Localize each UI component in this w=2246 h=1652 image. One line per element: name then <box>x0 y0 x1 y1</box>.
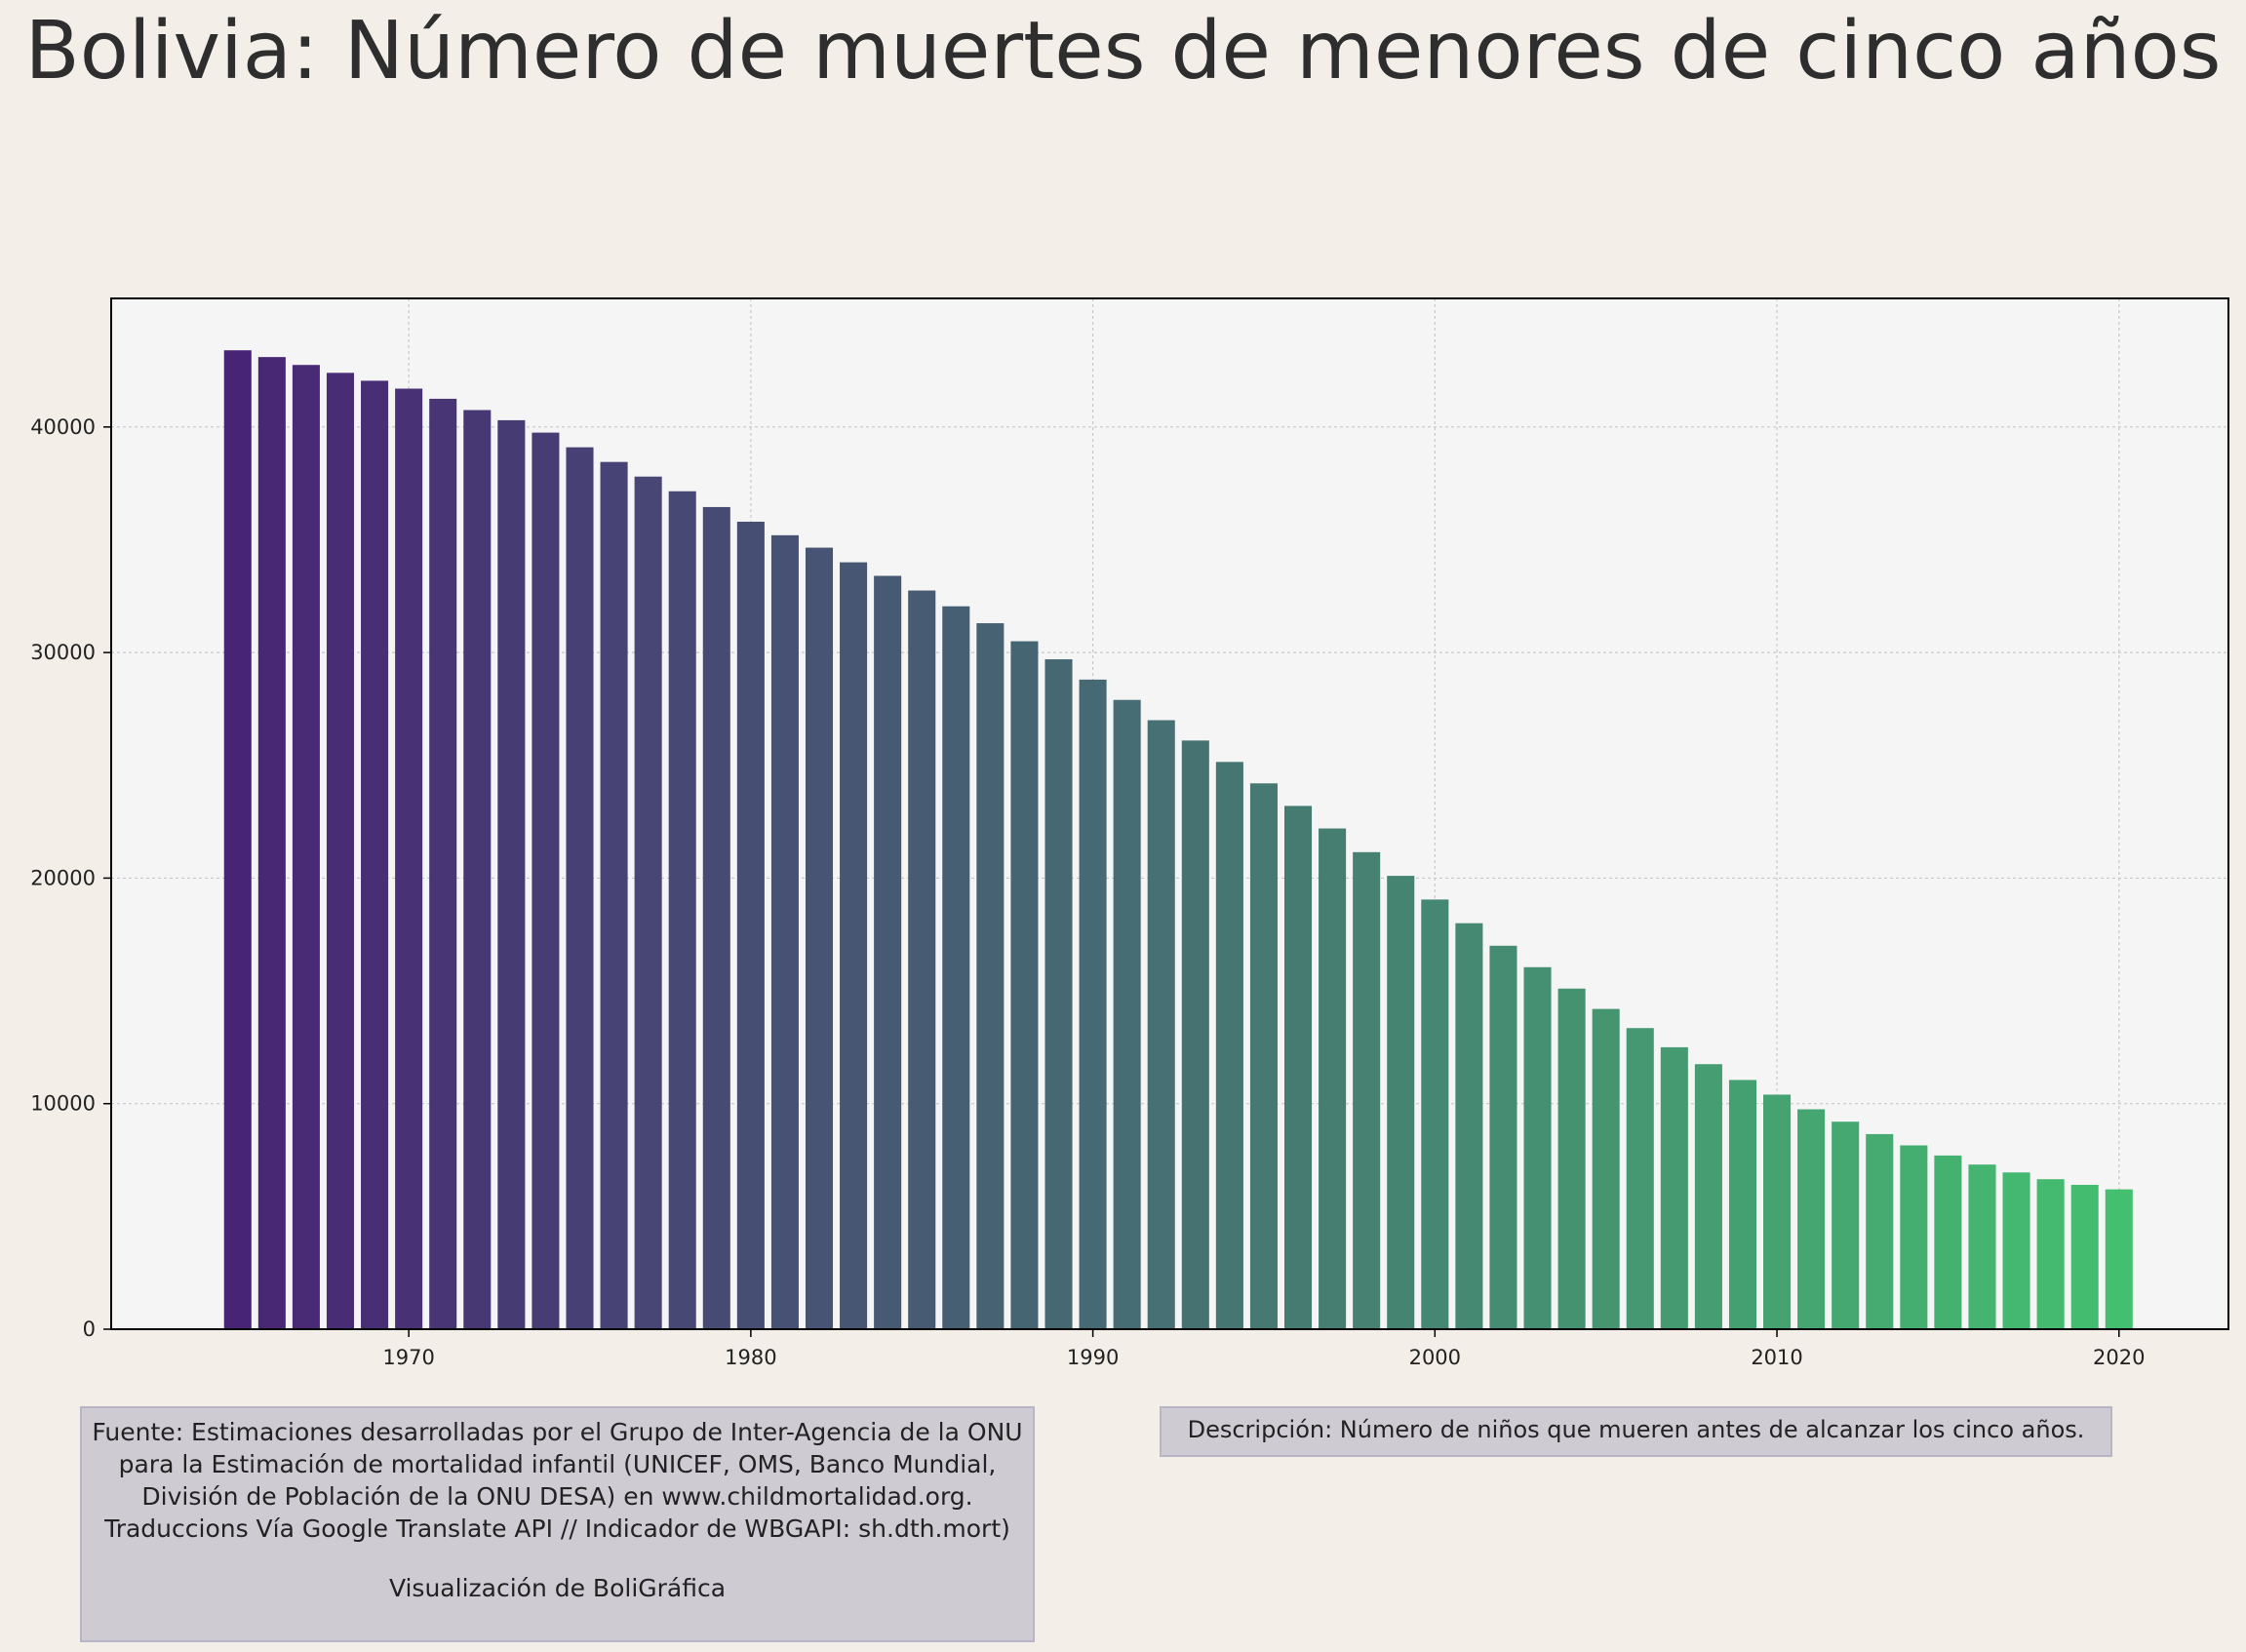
bar-2006 <box>1626 1028 1654 1329</box>
bar-2005 <box>1592 1008 1620 1329</box>
bar-1978 <box>668 491 696 1330</box>
y-tick-label: 30000 <box>30 641 96 664</box>
bar-2014 <box>1900 1145 1928 1329</box>
y-tick-label: 40000 <box>30 415 96 439</box>
bar-2007 <box>1660 1046 1688 1329</box>
bars <box>223 350 2133 1330</box>
bar-1967 <box>292 365 320 1330</box>
description-note: Descripción: Número de niños que mueren … <box>1160 1406 2112 1457</box>
bar-1971 <box>429 398 457 1329</box>
bar-2003 <box>1523 966 1552 1329</box>
bar-1987 <box>976 623 1005 1329</box>
source-text: Fuente: Estimaciones desarrolladas por e… <box>92 1418 1023 1543</box>
bar-2019 <box>2070 1184 2099 1329</box>
y-tick-label: 0 <box>83 1318 96 1341</box>
bar-1977 <box>634 476 662 1329</box>
bar-1983 <box>840 562 868 1329</box>
y-tick-label: 20000 <box>30 866 96 889</box>
bar-2004 <box>1557 988 1586 1329</box>
bar-2018 <box>2036 1179 2065 1329</box>
bar-2008 <box>1694 1064 1722 1329</box>
bar-1969 <box>361 380 389 1329</box>
x-tick-label: 1980 <box>725 1346 776 1369</box>
bar-1970 <box>395 388 423 1329</box>
bar-1995 <box>1249 783 1278 1329</box>
bar-1974 <box>532 432 560 1329</box>
bar-2017 <box>2002 1172 2030 1329</box>
bar-1986 <box>942 606 970 1329</box>
bar-1966 <box>257 357 286 1329</box>
bar-1990 <box>1079 679 1107 1329</box>
bar-1993 <box>1181 740 1209 1329</box>
bar-2011 <box>1797 1109 1826 1329</box>
bar-1975 <box>566 447 594 1329</box>
bar-1998 <box>1353 851 1381 1329</box>
bar-1988 <box>1010 641 1039 1329</box>
x-tick-label: 1990 <box>1067 1346 1119 1369</box>
bar-1982 <box>805 547 834 1329</box>
bar-1989 <box>1044 659 1073 1329</box>
bar-1994 <box>1215 762 1243 1329</box>
description-text: Descripción: Número de niños que mueren … <box>1187 1416 2085 1443</box>
bar-1979 <box>702 506 730 1329</box>
plot-frame <box>110 297 2229 1330</box>
bar-2016 <box>1968 1164 1996 1329</box>
credit-text: Visualización de BoliGráfica <box>388 1574 727 1602</box>
bar-2020 <box>2105 1189 2133 1329</box>
bar-1968 <box>326 373 355 1329</box>
x-tick-label: 2010 <box>1751 1346 1802 1369</box>
bar-2001 <box>1455 923 1483 1329</box>
bar-1985 <box>908 590 936 1329</box>
bar-1976 <box>600 461 628 1329</box>
bar-1972 <box>463 410 492 1330</box>
x-tick-label: 1970 <box>382 1346 434 1369</box>
bar-2015 <box>1934 1155 1962 1329</box>
bar-1996 <box>1283 806 1313 1329</box>
bar-2013 <box>1866 1133 1894 1329</box>
chart-title: Bolivia: Número de muertes de menores de… <box>24 5 2222 98</box>
bar-1997 <box>1319 828 1347 1329</box>
bar-2012 <box>1832 1121 1860 1329</box>
axes: 0 10000 20000 30000 40000 1970 1980 1990 2000 201… <box>30 415 2145 1369</box>
x-tick-label: 2020 <box>2093 1346 2145 1369</box>
bar-2000 <box>1421 899 1449 1329</box>
bar-1992 <box>1147 720 1175 1329</box>
bar-1981 <box>770 534 799 1329</box>
bar-1965 <box>223 350 252 1330</box>
bar-1991 <box>1113 699 1141 1329</box>
bar-1999 <box>1387 876 1415 1329</box>
bar-2009 <box>1728 1080 1756 1329</box>
bar-2010 <box>1763 1094 1792 1329</box>
x-tick-label: 2000 <box>1409 1346 1461 1369</box>
bar-1973 <box>497 419 526 1329</box>
source-note: Fuente: Estimaciones desarrolladas por e… <box>80 1406 1035 1642</box>
bar-1980 <box>736 521 765 1329</box>
bar-2002 <box>1489 945 1517 1329</box>
y-tick-label: 10000 <box>30 1092 96 1116</box>
bar-1984 <box>874 575 902 1329</box>
